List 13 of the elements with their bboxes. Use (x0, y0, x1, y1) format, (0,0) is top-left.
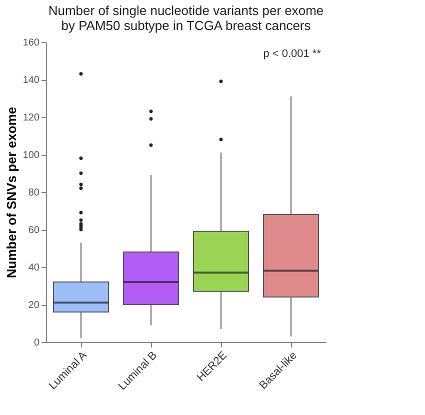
y-tick-label: 140 (22, 75, 40, 86)
annotation: p < 0.001 ** (263, 48, 322, 60)
y-tick-label: 20 (28, 300, 40, 311)
y-tick-label: 0 (34, 338, 40, 348)
y-tick-label: 60 (28, 225, 40, 236)
y-tick-label: 100 (22, 150, 40, 161)
y-axis-title: Number of SNVs per exome (4, 106, 19, 278)
y-tick-label: 160 (22, 38, 40, 48)
y-tick-label: 80 (28, 188, 40, 198)
text: by PAM50 subtype in TCGA breast cancers (61, 18, 311, 33)
text: Number of single nucleotide variants per exome (48, 3, 324, 18)
y-tick-label: 40 (28, 262, 40, 274)
y-tick-label: 120 (22, 112, 40, 124)
